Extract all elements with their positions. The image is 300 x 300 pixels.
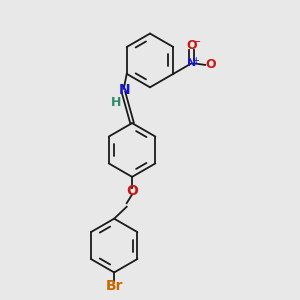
Text: O: O [205,58,215,71]
Text: H: H [110,96,121,109]
Text: −: − [191,37,201,47]
Text: N: N [187,58,196,68]
Text: +: + [192,56,199,65]
Text: O: O [126,184,138,198]
Text: Br: Br [105,279,123,293]
Text: O: O [186,39,197,52]
Text: N: N [118,83,130,97]
